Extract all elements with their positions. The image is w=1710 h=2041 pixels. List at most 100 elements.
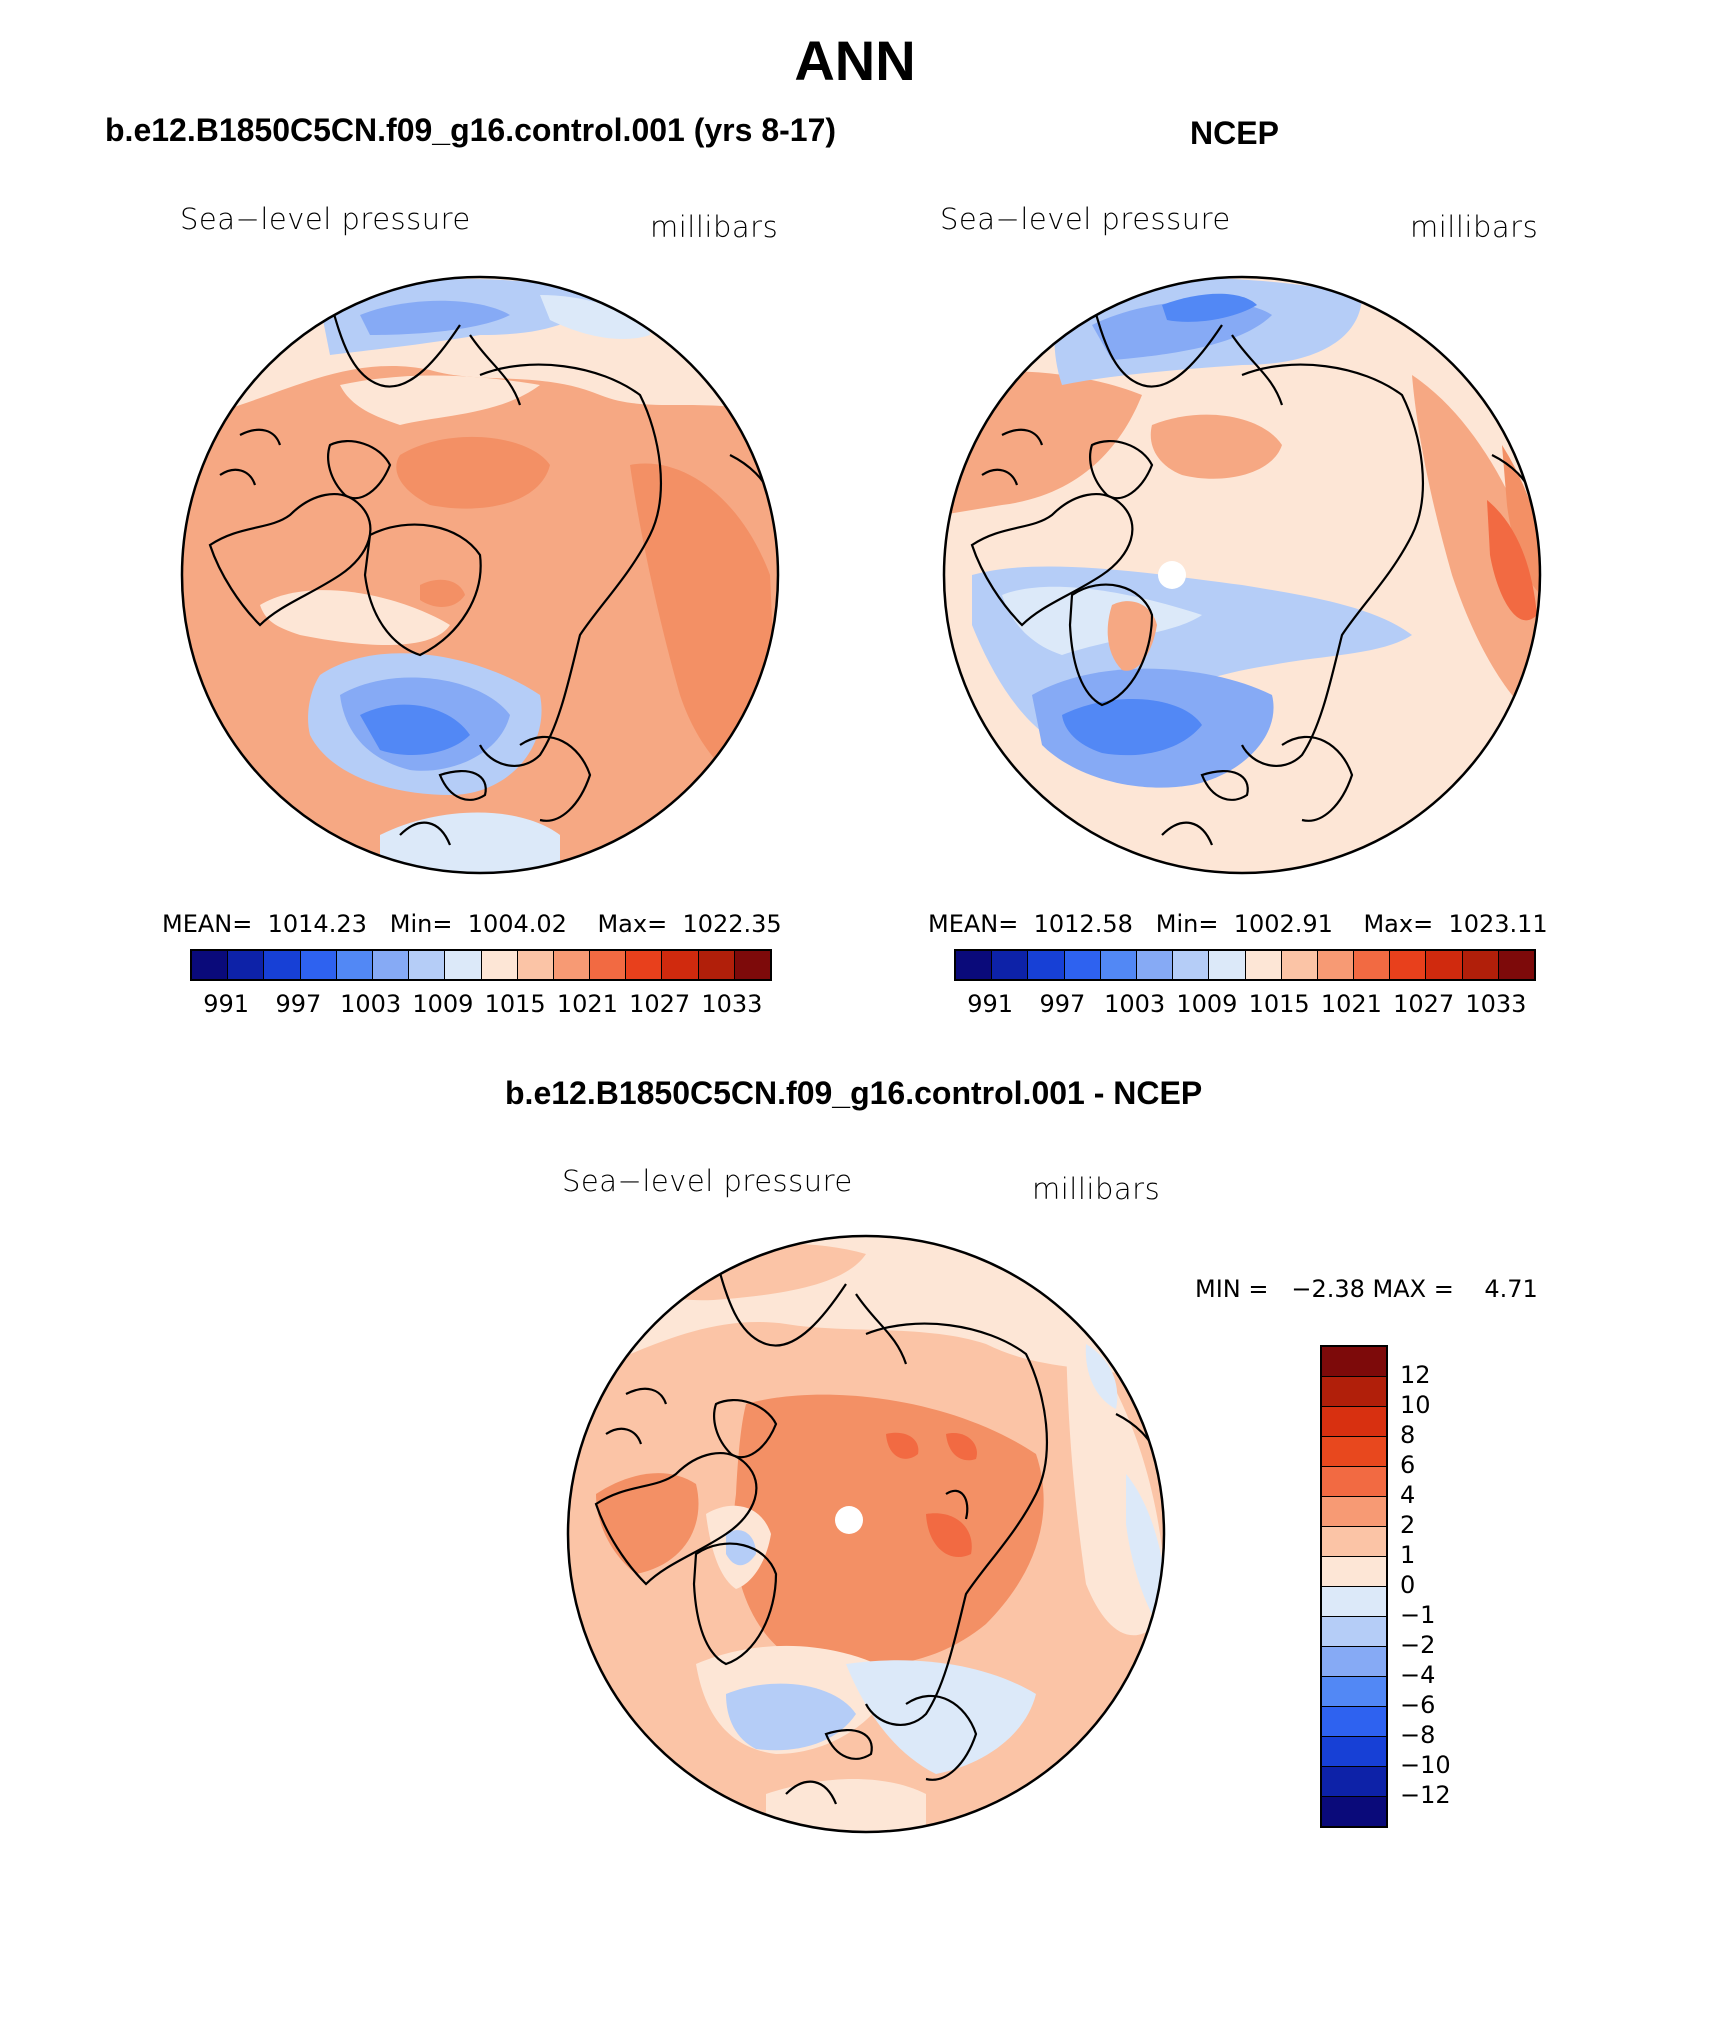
diff-colorbar-tick: −10 — [1400, 1751, 1451, 1779]
model-variable-label: Sea−level pressure — [180, 202, 471, 236]
obs-colorbar-box — [1064, 951, 1101, 979]
obs-colorbar-box — [1100, 951, 1137, 979]
model-colorbar-box — [300, 951, 337, 979]
model-colorbar-tick: 1009 — [412, 990, 474, 1018]
diff-colorbar — [1320, 1345, 1388, 1828]
model-units-label: millibars — [650, 210, 779, 244]
diff-colorbar-box — [1322, 1347, 1386, 1377]
model-colorbar-box — [372, 951, 410, 979]
diff-colorbar-tick: −1 — [1400, 1601, 1436, 1629]
obs-colorbar-box — [1028, 951, 1065, 979]
diff-colorbar-box — [1322, 1497, 1386, 1527]
page-title: ANN — [794, 29, 916, 92]
diff-colorbar-tick: −8 — [1400, 1721, 1436, 1749]
obs-variable-label: Sea−level pressure — [940, 202, 1231, 236]
obs-colorbar-box — [1354, 951, 1391, 979]
diff-stats: MIN = −2.38 MAX = 4.71 — [1195, 1275, 1538, 1303]
obs-colorbar-box — [1498, 951, 1534, 979]
diff-colorbar-box — [1322, 1797, 1386, 1826]
obs-colorbar-box — [1462, 951, 1499, 979]
diff-colorbar-box — [1322, 1557, 1386, 1587]
diff-colorbar-box — [1322, 1647, 1386, 1677]
model-panel-title: b.e12.B1850C5CN.f09_g16.control.001 (yrs… — [105, 112, 837, 148]
model-colorbar-box — [698, 951, 735, 979]
obs-colorbar-box — [1209, 951, 1246, 979]
diff-panel-title: b.e12.B1850C5CN.f09_g16.control.001 - NC… — [505, 1075, 1203, 1111]
obs-colorbar-ticks: 991 997 1003 1009 1015 1021 1027 1033 — [954, 990, 1532, 1020]
diff-colorbar-box — [1322, 1407, 1386, 1437]
diff-units-label: millibars — [1032, 1172, 1161, 1206]
obs-colorbar-tick: 1009 — [1176, 990, 1238, 1018]
obs-colorbar — [954, 949, 1536, 981]
diff-colorbar-box — [1322, 1437, 1386, 1467]
model-colorbar-tick: 991 — [203, 990, 250, 1018]
obs-colorbar-box — [1136, 951, 1174, 979]
model-colorbar-box — [553, 951, 591, 979]
model-colorbar-box — [445, 951, 482, 979]
diff-colorbar-tick: 2 — [1400, 1511, 1416, 1539]
model-colorbar-box — [336, 951, 373, 979]
obs-colorbar-box — [992, 951, 1029, 979]
obs-colorbar-tick: 1033 — [1465, 990, 1527, 1018]
obs-colorbar-box — [1390, 951, 1427, 979]
obs-colorbar-box — [1281, 951, 1318, 979]
model-colorbar-tick: 1003 — [340, 990, 402, 1018]
model-colorbar-tick: 1015 — [484, 990, 546, 1018]
diff-colorbar-box — [1322, 1677, 1386, 1707]
obs-colorbar-tick: 1003 — [1104, 990, 1166, 1018]
diff-polar-map — [566, 1234, 1166, 1834]
model-colorbar — [190, 949, 772, 981]
diff-variable-label: Sea−level pressure — [562, 1164, 853, 1198]
model-colorbar-box — [228, 951, 265, 979]
obs-colorbar-box — [1173, 951, 1210, 979]
model-stats: MEAN= 1014.23 Min= 1004.02 Max= 1022.35 — [162, 910, 782, 938]
diff-colorbar-box — [1322, 1767, 1386, 1797]
diff-colorbar-tick: −12 — [1400, 1781, 1451, 1809]
diff-colorbar-box — [1322, 1707, 1386, 1737]
diff-colorbar-tick: 10 — [1400, 1391, 1431, 1419]
obs-colorbar-box — [956, 951, 993, 979]
model-colorbar-tick: 1021 — [556, 990, 618, 1018]
model-colorbar-tick: 997 — [275, 990, 322, 1018]
obs-colorbar-tick: 1015 — [1248, 990, 1310, 1018]
model-colorbar-tick: 1033 — [701, 990, 763, 1018]
obs-colorbar-tick: 997 — [1039, 990, 1086, 1018]
diff-colorbar-tick: 4 — [1400, 1481, 1416, 1509]
diff-colorbar-tick: 6 — [1400, 1451, 1416, 1479]
model-colorbar-box — [734, 951, 770, 979]
model-colorbar-box — [192, 951, 229, 979]
model-colorbar-box — [590, 951, 627, 979]
diff-colorbar-tick: −2 — [1400, 1631, 1436, 1659]
diff-colorbar-tick: 8 — [1400, 1421, 1416, 1449]
model-colorbar-box — [517, 951, 554, 979]
model-colorbar-box — [409, 951, 446, 979]
diff-colorbar-ticks: 12 10 8 6 4 2 1 0 −1 −2 −4 −6 −8 −10 −12 — [1400, 1345, 1480, 1815]
obs-colorbar-box — [1317, 951, 1355, 979]
diff-colorbar-box — [1322, 1587, 1386, 1617]
model-colorbar-box — [264, 951, 301, 979]
obs-units-label: millibars — [1410, 210, 1539, 244]
diff-colorbar-tick: 12 — [1400, 1361, 1431, 1389]
obs-stats: MEAN= 1012.58 Min= 1002.91 Max= 1023.11 — [928, 910, 1548, 938]
model-colorbar-box — [481, 951, 518, 979]
model-colorbar-box — [662, 951, 699, 979]
diff-colorbar-box — [1322, 1737, 1386, 1767]
diff-colorbar-box — [1322, 1527, 1386, 1557]
model-polar-map — [180, 275, 780, 875]
obs-colorbar-tick: 1021 — [1320, 990, 1382, 1018]
diff-colorbar-box — [1322, 1617, 1386, 1647]
diff-colorbar-box — [1322, 1377, 1386, 1407]
diff-colorbar-tick: 0 — [1400, 1571, 1416, 1599]
obs-colorbar-box — [1426, 951, 1463, 979]
diff-colorbar-tick: −4 — [1400, 1661, 1436, 1689]
diff-colorbar-box — [1322, 1467, 1386, 1497]
obs-colorbar-box — [1245, 951, 1282, 979]
model-colorbar-box — [626, 951, 663, 979]
obs-panel-title: NCEP — [1190, 115, 1279, 151]
model-colorbar-ticks: 991 997 1003 1009 1015 1021 1027 1033 — [190, 990, 768, 1020]
obs-colorbar-tick: 1027 — [1393, 990, 1455, 1018]
obs-polar-map — [942, 275, 1542, 875]
diff-colorbar-tick: 1 — [1400, 1541, 1416, 1569]
model-colorbar-tick: 1027 — [629, 990, 691, 1018]
obs-colorbar-tick: 991 — [967, 990, 1014, 1018]
